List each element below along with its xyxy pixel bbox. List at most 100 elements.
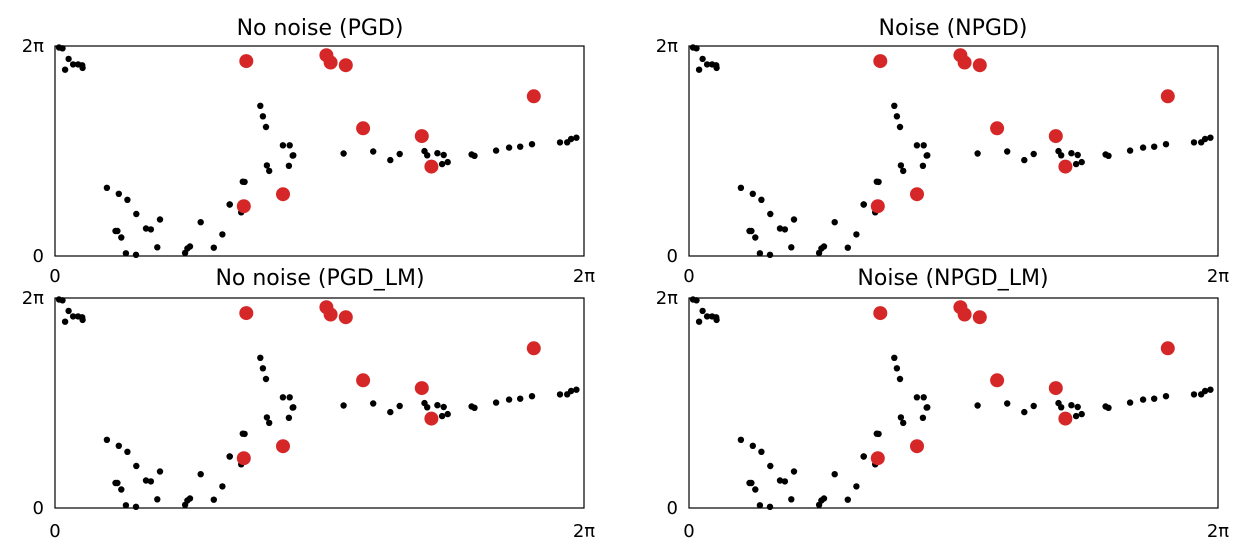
data-point <box>1030 402 1037 410</box>
data-point <box>920 142 927 149</box>
data-point <box>920 394 927 401</box>
y-tick-label-bottom: 0 <box>667 498 678 519</box>
data-point <box>103 184 111 191</box>
data-point <box>1068 402 1075 409</box>
data-point <box>528 141 536 148</box>
data-point <box>844 244 851 251</box>
data-point <box>746 479 753 487</box>
data-point <box>1074 151 1081 159</box>
highlight-point <box>1058 411 1073 426</box>
data-point <box>853 483 860 490</box>
y-tick-label-top: 2π <box>22 288 44 309</box>
data-point <box>122 502 130 509</box>
data-point <box>286 142 293 149</box>
y-tick-label-top: 2π <box>656 36 678 57</box>
data-point <box>59 45 66 52</box>
data-point <box>186 495 194 502</box>
y-tick-label-bottom: 0 <box>33 498 44 519</box>
data-point <box>896 123 904 131</box>
highlight-point <box>957 55 972 70</box>
data-point <box>1102 403 1109 410</box>
data-point <box>853 231 860 238</box>
data-point <box>693 297 700 304</box>
data-point <box>257 354 264 361</box>
highlight-point <box>338 58 353 73</box>
subplot-title: Noise (NPGD) <box>879 16 1028 41</box>
plot-frame <box>688 297 1219 509</box>
subplot-title: No noise (PGD_LM) <box>215 266 424 291</box>
data-point <box>767 210 774 218</box>
data-point <box>103 436 111 443</box>
data-point <box>69 61 77 68</box>
data-point <box>133 462 140 470</box>
data-point <box>239 178 246 185</box>
data-point <box>1151 395 1158 402</box>
y-tick-label-top: 2π <box>22 36 44 57</box>
data-point <box>703 61 711 68</box>
data-point <box>492 399 500 406</box>
data-point <box>923 404 930 411</box>
data-point <box>758 448 765 455</box>
highlight-point <box>236 451 251 466</box>
highlight-point <box>972 310 987 325</box>
data-point <box>820 243 828 250</box>
data-point <box>1004 148 1011 155</box>
data-point <box>133 210 140 218</box>
data-point <box>468 403 475 410</box>
data-point <box>1072 412 1080 420</box>
data-point <box>492 147 500 154</box>
plot-frame <box>54 297 585 509</box>
data-point <box>573 134 580 141</box>
subplot-pgd: No noise (PGD) 2π 0 0 2π <box>22 16 596 287</box>
data-point <box>752 486 759 493</box>
data-point <box>115 442 123 449</box>
data-point <box>340 402 347 409</box>
data-point <box>197 471 204 478</box>
data-point <box>147 478 155 485</box>
data-point <box>434 402 441 409</box>
highlight-point <box>338 310 353 325</box>
data-point <box>186 243 194 250</box>
data-point <box>713 64 720 72</box>
data-point <box>749 190 756 197</box>
data-point <box>219 231 226 238</box>
highlight-point <box>239 54 254 69</box>
data-point <box>1078 158 1085 166</box>
subplot-npgd: Noise (NPGD) 2π 0 0 2π <box>656 16 1230 287</box>
data-point <box>79 316 86 324</box>
data-point <box>556 391 564 398</box>
data-point <box>156 468 164 475</box>
subplot-title: No noise (PGD) <box>237 16 404 41</box>
highlight-point <box>972 58 987 73</box>
highlight-point <box>910 187 924 202</box>
data-point <box>746 227 753 235</box>
data-point <box>913 142 921 149</box>
subplot-title: Noise (NPGD_LM) <box>857 266 1048 291</box>
data-point <box>124 196 131 203</box>
data-point <box>239 430 246 437</box>
data-point <box>285 414 293 421</box>
data-point <box>438 160 446 168</box>
highlight-point <box>526 341 541 356</box>
data-point <box>434 150 441 157</box>
data-point <box>1004 400 1011 407</box>
data-point <box>699 307 706 315</box>
data-point <box>370 148 377 155</box>
data-point <box>262 375 270 383</box>
data-point <box>567 135 575 143</box>
highlight-point <box>873 306 888 321</box>
highlight-point <box>990 373 1005 388</box>
highlight-point <box>1058 159 1073 174</box>
plot-frame <box>688 45 1219 257</box>
data-point <box>65 55 72 63</box>
data-point <box>122 250 130 257</box>
data-point <box>776 477 784 484</box>
data-point <box>65 307 72 315</box>
highlight-point <box>870 199 885 214</box>
data-point <box>831 471 838 478</box>
data-point <box>776 225 784 232</box>
data-point <box>1021 408 1028 416</box>
data-point <box>118 486 125 493</box>
data-point <box>1201 135 1209 143</box>
